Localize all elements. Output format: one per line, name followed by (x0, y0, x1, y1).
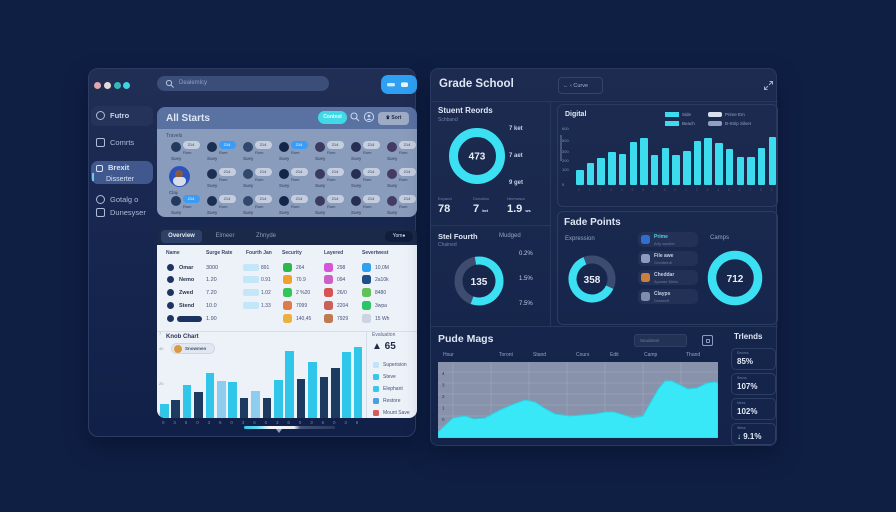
svg-text:4: 4 (442, 371, 445, 376)
svg-text:3: 3 (442, 383, 445, 388)
svg-text:473: 473 (469, 152, 486, 163)
svg-text:712: 712 (727, 274, 744, 285)
svg-text:2: 2 (442, 394, 445, 399)
svg-text:358: 358 (584, 275, 601, 286)
svg-text:135: 135 (471, 277, 488, 288)
svg-text:0: 0 (442, 417, 445, 422)
svg-text:1: 1 (442, 406, 445, 411)
